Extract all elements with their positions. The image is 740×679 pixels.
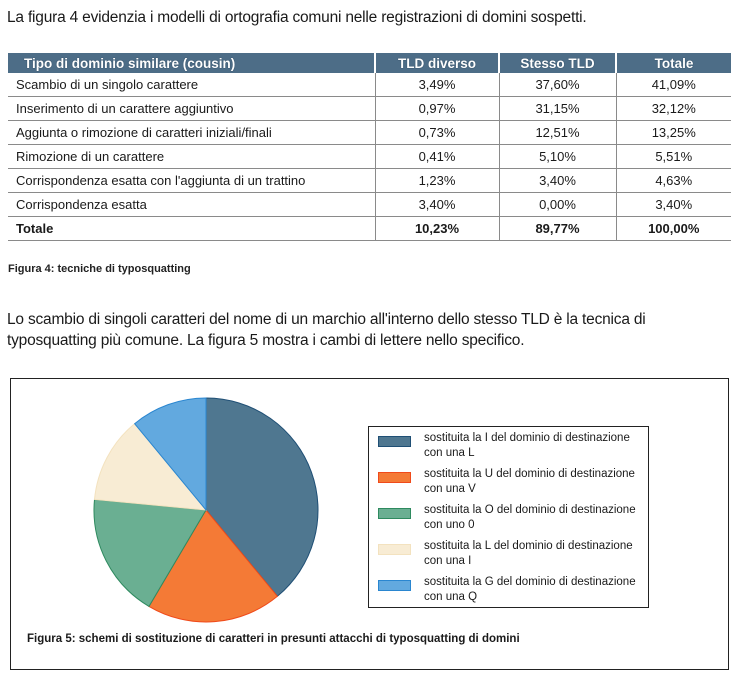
header-cousin-type: Tipo di dominio similare (cousin): [8, 53, 375, 73]
cell-totale: 4,63%: [615, 168, 731, 193]
figure5-box: sostituita la I del dominio di destinazi…: [10, 378, 729, 670]
total-cell-tld-diverso: 10,23%: [374, 216, 499, 241]
header-tld-diverso: TLD diverso: [374, 53, 499, 73]
table-row: Inserimento di un carattere aggiuntivo 0,…: [8, 96, 731, 121]
cell-cousin-type: Scambio di un singolo carattere: [8, 73, 375, 97]
cell-tld-diverso: 1,23%: [374, 168, 499, 193]
chart-legend: sostituita la I del dominio di destinazi…: [368, 426, 649, 608]
legend-swatch: [378, 472, 411, 483]
table-row: Aggiunta o rimozione di caratteri inizia…: [8, 120, 731, 145]
legend-swatch: [378, 544, 411, 555]
cell-cousin-type: Corrispondenza esatta: [8, 192, 375, 217]
legend-item: sostituita la G del dominio di destinazi…: [369, 575, 648, 611]
legend-label: sostituita la I del dominio di destinazi…: [424, 432, 630, 459]
cell-stesso-tld: 37,60%: [498, 73, 616, 97]
legend-label: sostituita la G del dominio di destinazi…: [424, 576, 636, 603]
cell-totale: 32,12%: [615, 96, 731, 121]
legend-swatch: [378, 508, 411, 519]
legend-label: sostituita la U del dominio di destinazi…: [424, 468, 635, 495]
cell-tld-diverso: 3,40%: [374, 192, 499, 217]
legend-item: sostituita la L del dominio di destinazi…: [369, 539, 648, 575]
table-row: Rimozione di un carattere 0,41% 5,10% 5,51%: [8, 144, 731, 169]
cell-totale: 3,40%: [615, 192, 731, 217]
total-cell-totale: 100,00%: [615, 216, 731, 241]
cell-stesso-tld: 31,15%: [498, 96, 616, 121]
cell-tld-diverso: 0,97%: [374, 96, 499, 121]
header-totale: Totale: [615, 53, 731, 73]
cell-totale: 13,25%: [615, 120, 731, 145]
table-total-row: Totale 10,23% 89,77% 100,00%: [8, 216, 731, 241]
cell-cousin-type: Aggiunta o rimozione di caratteri inizia…: [8, 120, 375, 145]
legend-item: sostituita la U del dominio di destinazi…: [369, 467, 648, 503]
legend-label: sostituita la O del dominio di destinazi…: [424, 504, 636, 531]
cell-cousin-type: Inserimento di un carattere aggiuntivo: [8, 96, 375, 121]
cell-stesso-tld: 5,10%: [498, 144, 616, 169]
cell-tld-diverso: 3,49%: [374, 73, 499, 97]
cell-cousin-type: Corrispondenza esatta con l'aggiunta di …: [8, 168, 375, 193]
table-header-row: Tipo di dominio similare (cousin) TLD di…: [8, 53, 731, 73]
header-stesso-tld: Stesso TLD: [498, 53, 616, 73]
typosquatting-table: Tipo di dominio similare (cousin) TLD di…: [8, 53, 731, 241]
pie-slice-3: [93, 498, 207, 608]
pie-chart: [93, 397, 319, 623]
legend-item: sostituita la I del dominio di destinazi…: [369, 431, 648, 467]
cell-totale: 5,51%: [615, 144, 731, 169]
figure5-caption: Figura 5: schemi di sostituzione di cara…: [27, 633, 520, 645]
body-paragraph: Lo scambio di singoli caratteri del nome…: [7, 311, 646, 349]
cell-tld-diverso: 0,73%: [374, 120, 499, 145]
pie-slice-1: [205, 397, 319, 598]
pie-slice-2: [148, 509, 279, 623]
legend-swatch: [378, 436, 411, 447]
total-cell-stesso-tld: 89,77%: [498, 216, 616, 241]
intro-text: La figura 4 evidenzia i modelli di ortog…: [7, 9, 587, 26]
legend-item: sostituita la O del dominio di destinazi…: [369, 503, 648, 539]
total-cell-cousin-type: Totale: [8, 216, 375, 241]
cell-stesso-tld: 12,51%: [498, 120, 616, 145]
cell-totale: 41,09%: [615, 73, 731, 97]
legend-label: sostituita la L del dominio di destinazi…: [424, 540, 633, 567]
cell-tld-diverso: 0,41%: [374, 144, 499, 169]
pie-slice-5: [133, 397, 207, 512]
cell-stesso-tld: 0,00%: [498, 192, 616, 217]
table-row: Corrispondenza esatta 3,40% 0,00% 3,40%: [8, 192, 731, 217]
pie-slice-4: [93, 422, 208, 511]
cell-cousin-type: Rimozione di un carattere: [8, 144, 375, 169]
figure4-caption: Figura 4: tecniche di typosquatting: [8, 263, 191, 275]
table-row: Corrispondenza esatta con l'aggiunta di …: [8, 168, 731, 193]
cell-stesso-tld: 3,40%: [498, 168, 616, 193]
legend-swatch: [378, 580, 411, 591]
table-row: Scambio di un singolo carattere 3,49% 37,6…: [8, 73, 731, 97]
